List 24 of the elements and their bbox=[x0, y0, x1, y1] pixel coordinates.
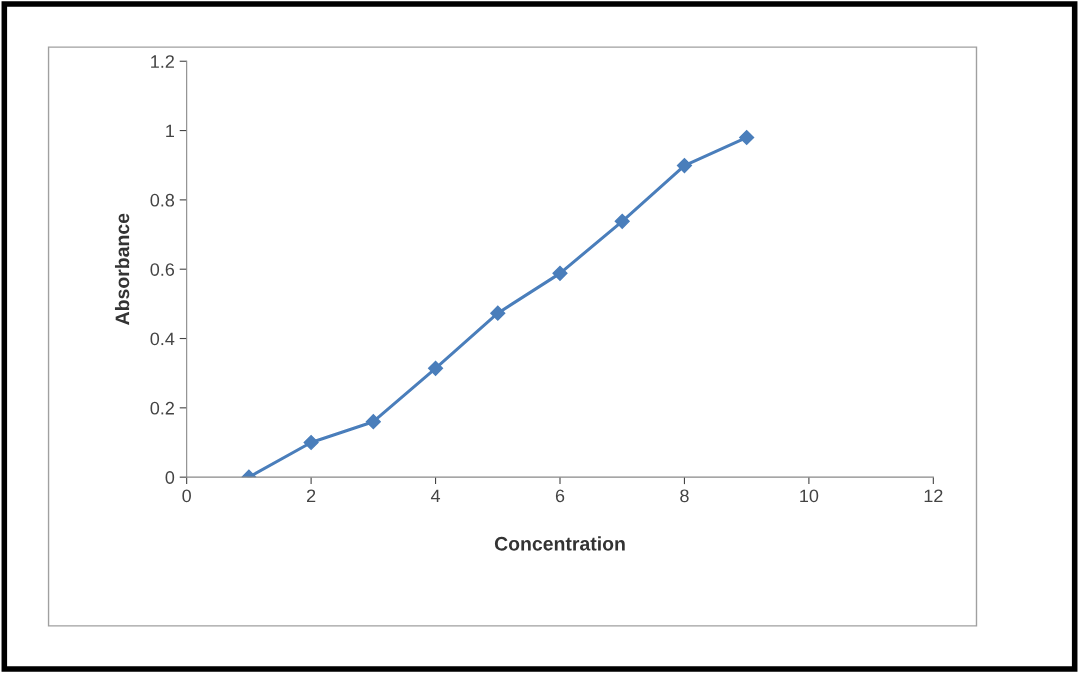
y-tick-label: 0.2 bbox=[150, 401, 174, 415]
point bbox=[303, 434, 319, 451]
y-tick-label: 0.8 bbox=[150, 193, 175, 207]
x-tick-label: 6 bbox=[555, 489, 565, 503]
point bbox=[365, 414, 381, 430]
point bbox=[614, 213, 630, 229]
y-tick-label: 1 bbox=[166, 124, 174, 138]
x-tick-label: 8 bbox=[680, 489, 689, 503]
point bbox=[739, 129, 755, 146]
x-tick-label: 4 bbox=[430, 489, 441, 503]
y-tick-label: 0.6 bbox=[150, 263, 175, 276]
x-axis-title: Concentration bbox=[494, 536, 625, 551]
y-axis-title: Absorbance bbox=[114, 213, 130, 325]
y-tick-label: 1.2 bbox=[151, 55, 174, 68]
point bbox=[676, 157, 693, 174]
point bbox=[427, 360, 444, 376]
x-tick-label: 2 bbox=[307, 489, 316, 503]
x-tick-label: 0 bbox=[182, 489, 191, 503]
x-tick-label: 10 bbox=[800, 489, 819, 503]
y-tick-label: 0 bbox=[165, 471, 175, 484]
y-tick-label: 0.4 bbox=[150, 332, 175, 346]
x-tick-label: 12 bbox=[924, 489, 943, 503]
point bbox=[552, 265, 568, 281]
point bbox=[490, 305, 506, 321]
